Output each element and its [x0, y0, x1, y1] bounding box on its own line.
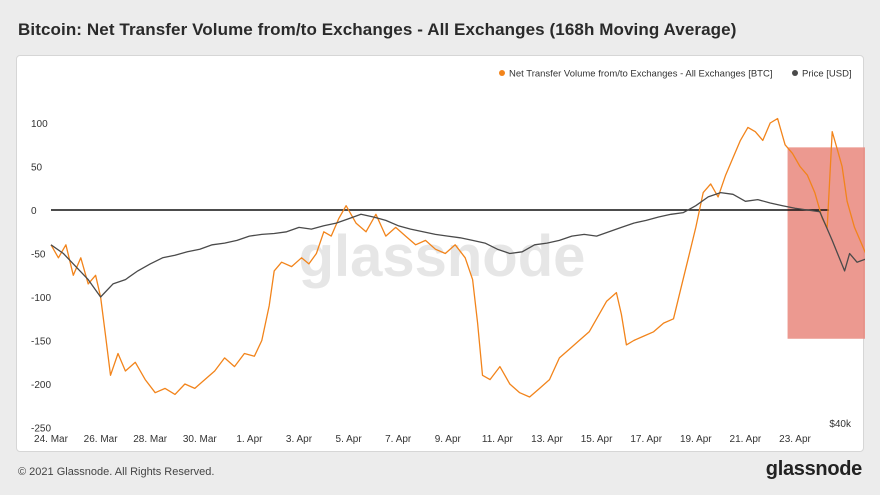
x-tick-label: 1. Apr — [236, 434, 263, 445]
series-line-net-transfer[interactable] — [50, 117, 865, 398]
x-tick-label: 30. Mar — [183, 434, 218, 445]
x-tick-label: 23. Apr — [779, 434, 811, 445]
legend-label-price[interactable]: Price [USD] — [802, 69, 852, 80]
y-tick-label: -250 — [31, 424, 51, 435]
x-tick-label: 28. Mar — [133, 434, 168, 445]
y-tick-label: 50 — [31, 163, 43, 174]
legend-marker-price — [792, 70, 798, 76]
x-tick-label: 26. Mar — [84, 434, 119, 445]
chart-title: Bitcoin: Net Transfer Volume from/to Exc… — [18, 20, 737, 39]
y-tick-label: -100 — [31, 293, 51, 304]
x-tick-label: 13. Apr — [531, 434, 563, 445]
x-tick-label: 24. Mar — [34, 434, 69, 445]
y-tick-label: -50 — [31, 250, 46, 261]
y-right-tick-label: $40k — [829, 419, 852, 430]
x-tick-label: 3. Apr — [286, 434, 313, 445]
legend-label-net-transfer[interactable]: Net Transfer Volume from/to Exchanges - … — [509, 69, 772, 80]
y-tick-label: 100 — [31, 119, 48, 130]
legend-marker-net-transfer — [499, 70, 505, 76]
x-tick-label: 5. Apr — [336, 434, 363, 445]
y-tick-label: -150 — [31, 337, 51, 348]
x-tick-label: 17. Apr — [630, 434, 662, 445]
x-tick-label: 7. Apr — [385, 434, 412, 445]
copyright-text: © 2021 Glassnode. All Rights Reserved. — [18, 466, 215, 478]
y-tick-label: -200 — [31, 380, 51, 391]
x-tick-label: 21. Apr — [730, 434, 762, 445]
chart-panel: glassnode 100 50 0 -50 -100 -150 -200 -250 24. M… — [16, 55, 865, 453]
y-tick-label: 0 — [31, 206, 37, 217]
glassnode-logo[interactable]: glassnode — [765, 458, 863, 480]
x-tick-label: 19. Apr — [680, 434, 712, 445]
highlight-box — [787, 147, 865, 339]
x-tick-label: 11. Apr — [482, 434, 514, 445]
x-tick-label: 9. Apr — [435, 434, 462, 445]
x-tick-label: 15. Apr — [581, 434, 613, 445]
watermark-text: glassnode — [299, 224, 586, 289]
series-line-price[interactable] — [50, 191, 865, 337]
